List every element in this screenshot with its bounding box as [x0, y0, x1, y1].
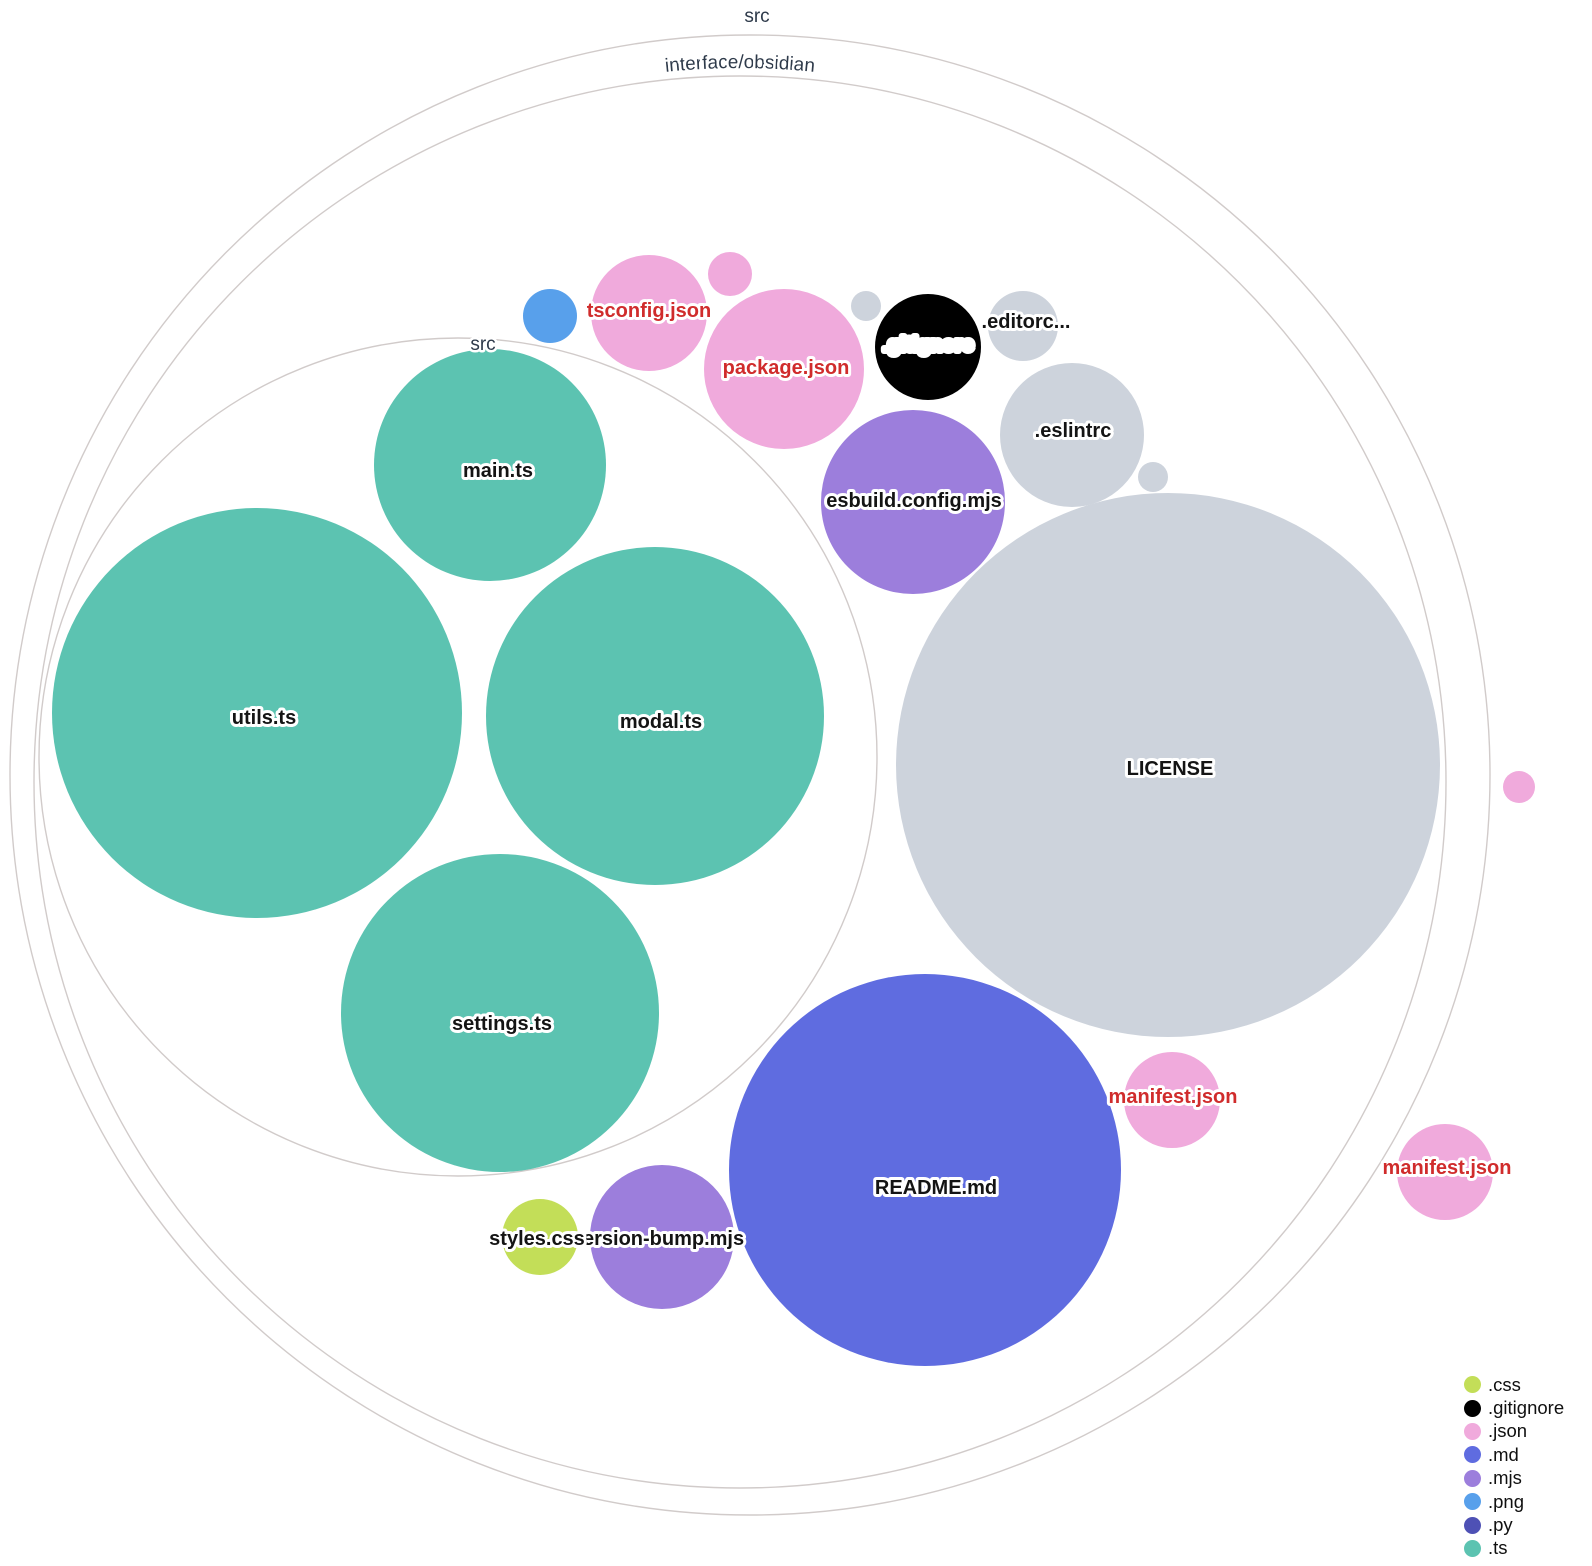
- gitignore-color-dot: [1464, 1399, 1481, 1417]
- file-circle-modal-ts[interactable]: [486, 547, 824, 885]
- file-circle-main-ts[interactable]: [374, 349, 606, 581]
- file-label-tsconfig-json: tsconfig.json: [587, 300, 711, 322]
- file-circle-utils-ts[interactable]: [52, 508, 462, 918]
- file-circle-eslintrc[interactable]: [1000, 363, 1144, 507]
- file-circle-package-json[interactable]: [704, 289, 864, 449]
- legend-item-label: .md: [1488, 1443, 1519, 1465]
- md-color-dot: [1464, 1446, 1481, 1464]
- file-label-manifest-json-1: manifest.json: [1109, 1086, 1238, 1108]
- file-circle-license[interactable]: [896, 493, 1440, 1037]
- legend-item-json: .json: [1464, 1420, 1564, 1443]
- file-circle-gray-dot-2[interactable]: [1138, 462, 1168, 492]
- legend-item-css: .css: [1464, 1373, 1564, 1396]
- file-circle-readme-md[interactable]: [729, 974, 1121, 1366]
- file-label-version-bump-mjs: version-bump.mjs: [572, 1228, 744, 1250]
- folder-circle-interface-obsidian[interactable]: [33, 75, 1447, 1489]
- legend-item-label: .mjs: [1488, 1467, 1522, 1489]
- css-color-dot: [1464, 1376, 1481, 1394]
- file-label-editorconfig: .editorc...: [982, 311, 1071, 333]
- file-circles: [52, 252, 1535, 1366]
- file-circle-json-dot-top[interactable]: [708, 252, 752, 296]
- file-label-utils-ts: utils.ts: [232, 707, 296, 729]
- legend-item-png: .png: [1464, 1490, 1564, 1513]
- folder-label-src: src: [470, 334, 495, 355]
- legend-item-label: .json: [1488, 1420, 1528, 1442]
- file-label-package-json: package.json: [723, 357, 850, 379]
- file-labels: main.ts utils.ts modal.ts settings.ts versio…: [229, 297, 1515, 1253]
- file-label-gitignore: .gitignore: [882, 334, 973, 356]
- file-label-license: LICENSE: [1127, 758, 1214, 780]
- json-color-dot: [1464, 1422, 1481, 1440]
- folder-circle-src[interactable]: [38, 337, 878, 1177]
- py-color-dot: [1464, 1516, 1481, 1534]
- ts-color-dot: [1464, 1539, 1481, 1557]
- folder-label-src-root: src: [744, 6, 769, 27]
- folder-label-interface-obsidian: interface/obsidian: [664, 52, 816, 77]
- file-circle-tsconfig-json[interactable]: [591, 255, 707, 371]
- file-label-eslintrc: .eslintrc: [1035, 420, 1112, 442]
- mjs-color-dot: [1464, 1469, 1481, 1487]
- legend-item-label: .css: [1488, 1373, 1521, 1395]
- file-circle-png-dot[interactable]: [523, 289, 577, 343]
- legend-item-py: .py: [1464, 1513, 1564, 1536]
- legend-item-md: .md: [1464, 1443, 1564, 1466]
- file-label-main-ts: main.ts: [463, 460, 533, 482]
- file-circle-editorconfig[interactable]: [988, 291, 1058, 361]
- file-label-manifest-json-2: manifest.json: [1383, 1157, 1512, 1179]
- png-color-dot: [1464, 1493, 1481, 1511]
- file-label-modal-ts: modal.ts: [620, 711, 702, 733]
- file-label-readme-md: README.md: [875, 1177, 997, 1199]
- legend-item-gitignore: .gitignore: [1464, 1396, 1564, 1419]
- file-circle-manifest-json-2[interactable]: [1397, 1124, 1493, 1220]
- legend-item-mjs: .mjs: [1464, 1467, 1564, 1490]
- file-label-esbuild-config-mjs: esbuild.config.mjs: [826, 490, 1002, 512]
- legend-item-ts: .ts: [1464, 1537, 1564, 1560]
- file-circle-manifest-json-1[interactable]: [1124, 1052, 1220, 1148]
- file-circle-json-dot-right[interactable]: [1503, 771, 1535, 803]
- file-circle-esbuild-config-mjs[interactable]: [821, 410, 1005, 594]
- folder-labels: src interface/obsidian src: [468, 4, 819, 358]
- folder-circles: [9, 34, 1491, 1516]
- legend-item-label: .gitignore: [1488, 1397, 1565, 1419]
- legend-item-label: .py: [1488, 1514, 1513, 1536]
- extension-legend: .css .gitignore .json .md .mjs .png .py: [1464, 1373, 1564, 1560]
- file-circle-settings-ts[interactable]: [341, 854, 659, 1172]
- folder-circle-src-root[interactable]: [9, 34, 1491, 1516]
- legend-item-label: .ts: [1488, 1537, 1508, 1559]
- file-circle-version-bump-mjs[interactable]: [590, 1165, 734, 1309]
- file-circle-gray-dot-1[interactable]: [851, 291, 881, 321]
- file-label-styles-css: styles.css: [489, 1228, 585, 1250]
- file-label-settings-ts: settings.ts: [452, 1013, 552, 1035]
- legend-item-label: .png: [1488, 1490, 1525, 1512]
- file-circle-styles-css[interactable]: [502, 1199, 578, 1275]
- file-circle-gitignore[interactable]: [875, 294, 981, 400]
